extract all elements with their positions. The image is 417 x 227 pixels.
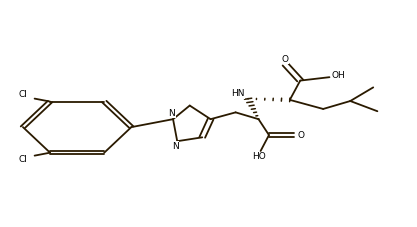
Text: OH: OH [332,71,345,80]
Text: Cl: Cl [18,90,28,99]
Text: HN: HN [231,89,244,98]
Text: O: O [281,55,288,64]
Text: N: N [168,109,175,118]
Text: O: O [298,131,305,140]
Text: N: N [172,142,178,151]
Text: Cl: Cl [18,155,28,164]
Text: HO: HO [252,152,265,161]
